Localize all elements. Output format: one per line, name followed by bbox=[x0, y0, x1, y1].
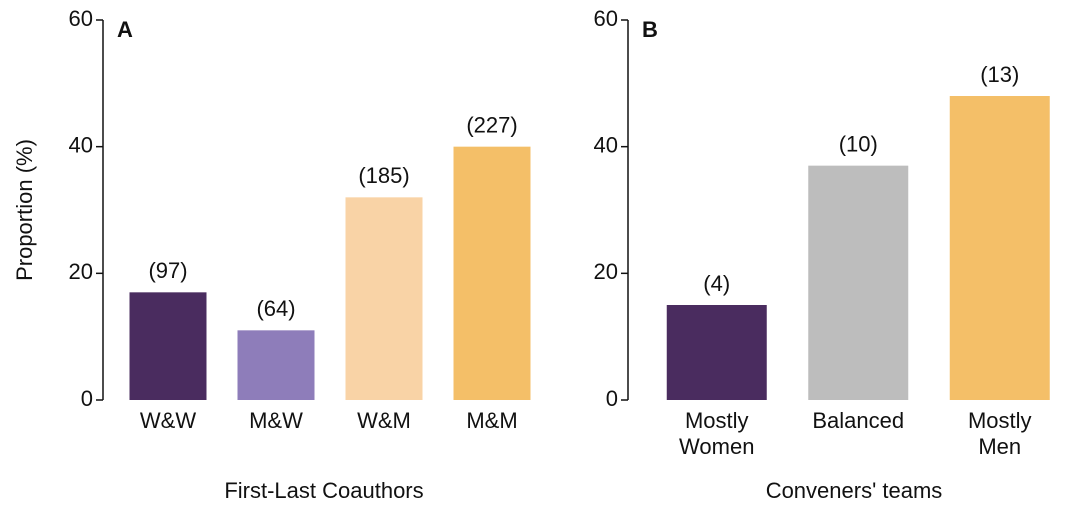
panel-label: B bbox=[642, 17, 658, 42]
bar bbox=[453, 146, 531, 400]
bar-annotation: (185) bbox=[358, 163, 409, 188]
y-tick-label: 40 bbox=[594, 132, 618, 157]
bar bbox=[949, 96, 1050, 400]
x-tick-label: M&W bbox=[249, 408, 303, 433]
y-tick-label: 20 bbox=[594, 259, 618, 284]
x-axis-title: First-Last Coauthors bbox=[224, 478, 423, 503]
y-axis-title: Proportion (%) bbox=[12, 139, 37, 281]
bar-annotation: (4) bbox=[703, 271, 730, 296]
x-tick-label: Mostly Women bbox=[679, 408, 755, 459]
bar bbox=[666, 305, 767, 400]
bar-annotation: (227) bbox=[466, 112, 517, 137]
x-tick-label: W&M bbox=[357, 408, 411, 433]
bar bbox=[808, 165, 909, 400]
bar-annotation: (97) bbox=[148, 258, 187, 283]
x-tick-label: Mostly Men bbox=[967, 408, 1032, 459]
bar-annotation: (10) bbox=[839, 131, 878, 156]
x-tick-label: Balanced bbox=[812, 408, 905, 433]
panel-label: A bbox=[117, 17, 133, 42]
y-tick-label: 60 bbox=[594, 6, 618, 31]
bar-annotation: (64) bbox=[256, 296, 295, 321]
bar bbox=[129, 292, 207, 400]
x-tick-label: W&W bbox=[139, 408, 197, 433]
x-tick-label: M&M bbox=[466, 408, 518, 433]
x-axis-title: Conveners' teams bbox=[766, 478, 943, 503]
bar bbox=[237, 330, 315, 400]
y-tick-label: 0 bbox=[81, 386, 93, 411]
bar-annotation: (13) bbox=[980, 62, 1019, 87]
y-tick-label: 20 bbox=[69, 259, 93, 284]
y-tick-label: 60 bbox=[69, 6, 93, 31]
y-tick-label: 40 bbox=[69, 132, 93, 157]
bar bbox=[345, 197, 423, 400]
y-tick-label: 0 bbox=[606, 386, 618, 411]
